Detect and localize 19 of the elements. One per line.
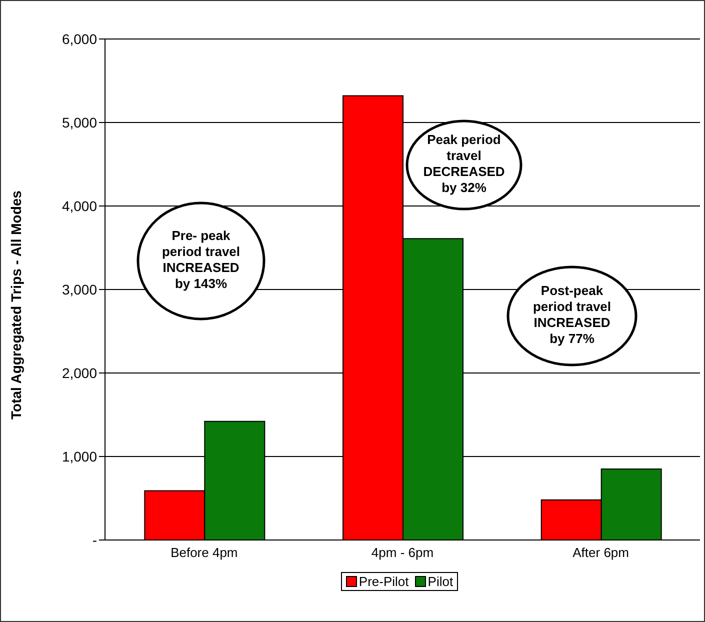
callout-oval: Pre- peak period travel INCREASED by 143%: [136, 202, 266, 320]
legend-label: Pre-Pilot: [358, 574, 409, 589]
y-tick-label: 1,000: [62, 448, 98, 464]
y-tick-label: 4,000: [62, 198, 98, 214]
annotation: Post-peak period travel INCREASED by 77%: [532, 283, 612, 346]
y-tick-label: -: [92, 532, 98, 548]
x-tick-label: After 6pm: [572, 545, 630, 560]
callout-oval: Post-peak period travel INCREASED by 77%: [506, 266, 638, 366]
legend-label: Pilot: [426, 574, 454, 589]
x-tick-label: Before 4pm: [170, 545, 238, 560]
y-tick-label: 5,000: [62, 114, 98, 130]
y-tick-label: 2,000: [62, 364, 98, 381]
x-tick-label: 4pm - 6pm: [371, 545, 434, 560]
y-tick-label: 3,000: [62, 281, 98, 298]
annotation: Pre- peak period travel INCREASED by 143%: [162, 228, 240, 292]
y-axis-title: Total Aggregated Trips - All Modes: [8, 190, 24, 420]
callout-oval: Peak period travel DECREASED by 32%: [406, 120, 522, 210]
y-tick-label: 6,000: [62, 30, 98, 47]
annotation: Peak period travel DECREASED by 32%: [423, 132, 505, 196]
